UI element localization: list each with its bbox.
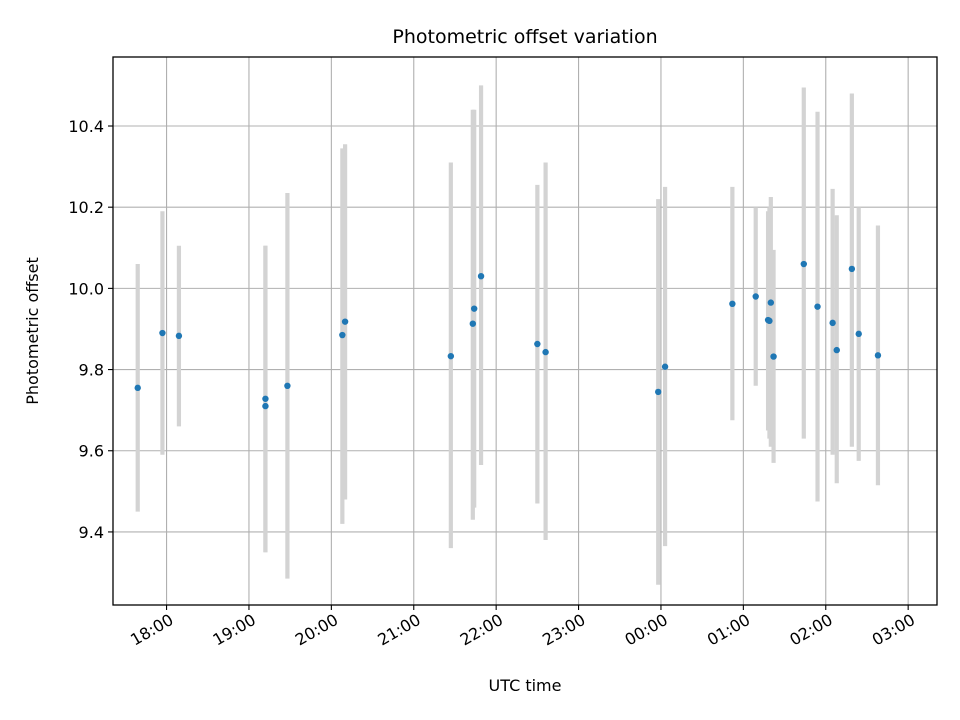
data-point (159, 329, 166, 337)
chart-title: Photometric offset variation (392, 26, 657, 48)
data-point (175, 332, 183, 340)
y-tick-label: 9.4 (79, 523, 104, 542)
x-axis-label: UTC time (489, 676, 562, 695)
data-point (262, 402, 269, 410)
grid (113, 57, 937, 605)
y-tick-label: 10.0 (68, 279, 104, 298)
plot-frame (112, 56, 938, 606)
data-point (800, 260, 807, 268)
data-point (729, 300, 736, 308)
data-point (477, 273, 485, 280)
data-point (339, 331, 346, 339)
data-point (134, 384, 141, 392)
data-point (262, 395, 269, 402)
data-point (661, 363, 669, 370)
y-tick-label: 10.2 (68, 198, 104, 217)
data-point (855, 330, 862, 338)
data-point (447, 352, 455, 360)
y-axis-ticks: 9.4 9.6 9.8 10.0 10.2 10.4 (68, 117, 113, 542)
data-point (770, 353, 777, 360)
y-tick-label: 10.4 (68, 117, 104, 136)
data-point (766, 317, 773, 325)
data-point (767, 299, 775, 306)
data-point (874, 352, 882, 359)
data-point (814, 303, 821, 310)
data-point (284, 382, 291, 389)
data-point (655, 388, 662, 396)
y-tick-label: 9.8 (79, 361, 104, 380)
data-point (752, 293, 759, 300)
y-tick-label: 9.6 (79, 442, 104, 461)
data-point (848, 265, 856, 273)
data-point (534, 340, 541, 348)
y-axis-label: Photometric offset (23, 257, 42, 405)
data-point (341, 318, 349, 325)
data-point (470, 305, 478, 312)
data-points (134, 260, 882, 410)
data-point (833, 346, 840, 354)
data-point (469, 320, 477, 327)
data-point (542, 348, 549, 356)
data-point (829, 319, 836, 327)
